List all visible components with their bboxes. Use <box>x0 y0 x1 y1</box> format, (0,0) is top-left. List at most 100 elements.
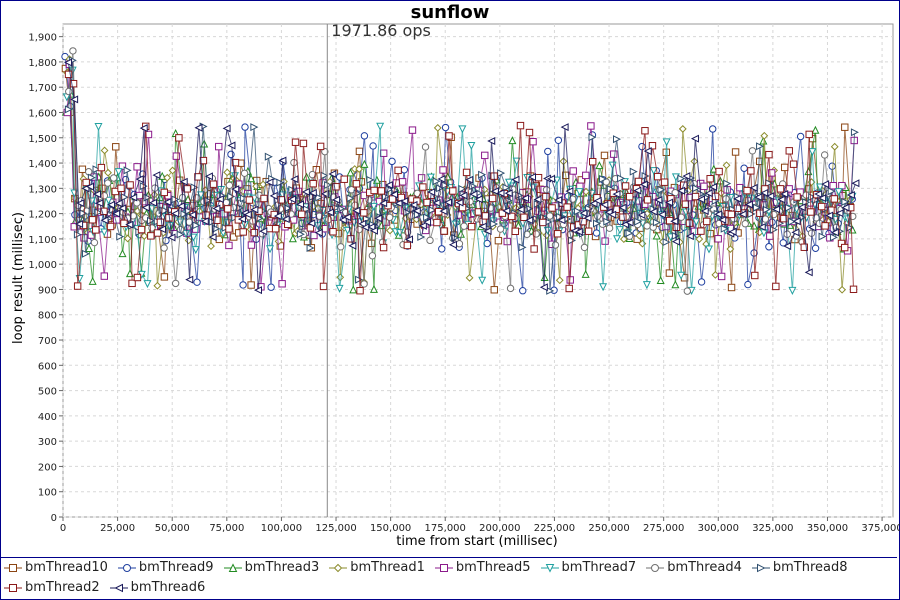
data-point <box>665 198 674 207</box>
data-point <box>369 284 378 293</box>
data-point <box>81 249 91 258</box>
data-point <box>554 196 563 205</box>
data-point <box>347 185 356 194</box>
data-point <box>671 188 679 197</box>
data-point <box>629 167 638 176</box>
y-tick-label: 1,200 <box>28 210 57 221</box>
data-point <box>548 204 556 212</box>
data-point <box>152 171 161 180</box>
y-axis-label: loop result (millisec) <box>11 212 26 344</box>
data-point <box>580 243 589 252</box>
data-point <box>243 210 252 219</box>
data-point <box>355 147 364 156</box>
data-point <box>776 185 785 193</box>
data-point <box>560 123 569 132</box>
data-point <box>335 284 344 293</box>
data-point <box>656 276 665 285</box>
data-point <box>565 284 573 293</box>
legend-label: bmThread7 <box>561 560 637 575</box>
data-point <box>672 223 681 231</box>
data-point <box>407 212 415 220</box>
data-point <box>612 135 622 144</box>
data-point <box>494 236 503 245</box>
data-point <box>766 232 774 240</box>
data-point <box>284 204 293 213</box>
data-point <box>652 218 661 227</box>
legend-label: bmThread4 <box>667 560 742 575</box>
y-tick-label: 1,000 <box>28 260 57 271</box>
data-point <box>830 228 839 237</box>
series-bmThread6 <box>64 58 860 295</box>
legend-swatch <box>646 564 665 572</box>
x-tick-label: 75,000 <box>209 523 244 534</box>
data-point <box>426 173 435 182</box>
data-point <box>481 212 490 220</box>
legend-label: bmThread8 <box>772 560 848 575</box>
data-point <box>525 216 534 225</box>
data-point <box>64 105 73 114</box>
data-point <box>581 269 590 278</box>
data-point <box>281 215 290 224</box>
legend-swatch-marker <box>334 563 343 573</box>
data-point <box>160 188 168 197</box>
legend-swatch <box>751 563 770 573</box>
data-point <box>816 183 825 192</box>
data-point <box>619 213 627 221</box>
data-point <box>332 183 340 191</box>
data-point <box>432 198 441 207</box>
data-point <box>619 235 628 244</box>
data-point <box>670 217 679 226</box>
data-point <box>641 127 649 135</box>
data-point <box>366 175 375 184</box>
data-point <box>692 218 701 227</box>
x-tick-label: 200,000 <box>479 523 520 534</box>
data-point <box>465 175 474 184</box>
data-point <box>143 280 152 289</box>
data-point <box>741 220 749 228</box>
data-point <box>574 227 583 236</box>
data-point <box>346 168 355 177</box>
data-point <box>227 192 236 201</box>
data-point <box>637 210 646 219</box>
data-point <box>554 136 563 144</box>
data-point <box>797 203 806 212</box>
data-point <box>709 182 718 191</box>
data-point <box>649 207 658 216</box>
legend-swatch-marker <box>545 564 554 573</box>
data-point <box>808 148 817 157</box>
data-point <box>85 182 94 191</box>
data-point <box>439 207 448 216</box>
x-tick-label: 175,000 <box>425 523 466 534</box>
data-point <box>850 128 859 137</box>
y-tick-label: 1,500 <box>28 134 57 145</box>
data-point <box>231 185 240 194</box>
data-point <box>740 164 748 172</box>
data-point <box>715 167 723 176</box>
data-point <box>449 187 457 195</box>
data-point <box>697 278 706 286</box>
legend: bmThread10 bmThread9 bmThread3 bmThread1 bmT… <box>1 557 897 597</box>
x-tick-label: 375,000 <box>861 523 900 534</box>
data-point <box>579 209 588 218</box>
data-point <box>343 213 352 222</box>
data-point <box>588 133 597 142</box>
data-point <box>652 231 661 240</box>
data-point <box>129 212 137 220</box>
legend-swatch-marker <box>122 564 131 572</box>
data-point <box>140 232 149 240</box>
data-point <box>259 227 268 236</box>
x-tick-label: 225,000 <box>534 523 575 534</box>
data-point <box>529 137 537 146</box>
data-point <box>73 282 82 290</box>
data-point <box>92 226 100 234</box>
data-point <box>360 159 369 168</box>
data-point <box>691 192 700 201</box>
data-point <box>87 173 96 182</box>
data-point <box>579 217 587 226</box>
data-point <box>439 166 447 174</box>
data-point <box>82 178 90 187</box>
ops-annotation: 1971.86 ops <box>331 21 431 40</box>
legend-item: bmThread1 <box>329 558 425 578</box>
legend-swatch <box>109 583 128 593</box>
y-tick-label: 600 <box>38 361 57 372</box>
